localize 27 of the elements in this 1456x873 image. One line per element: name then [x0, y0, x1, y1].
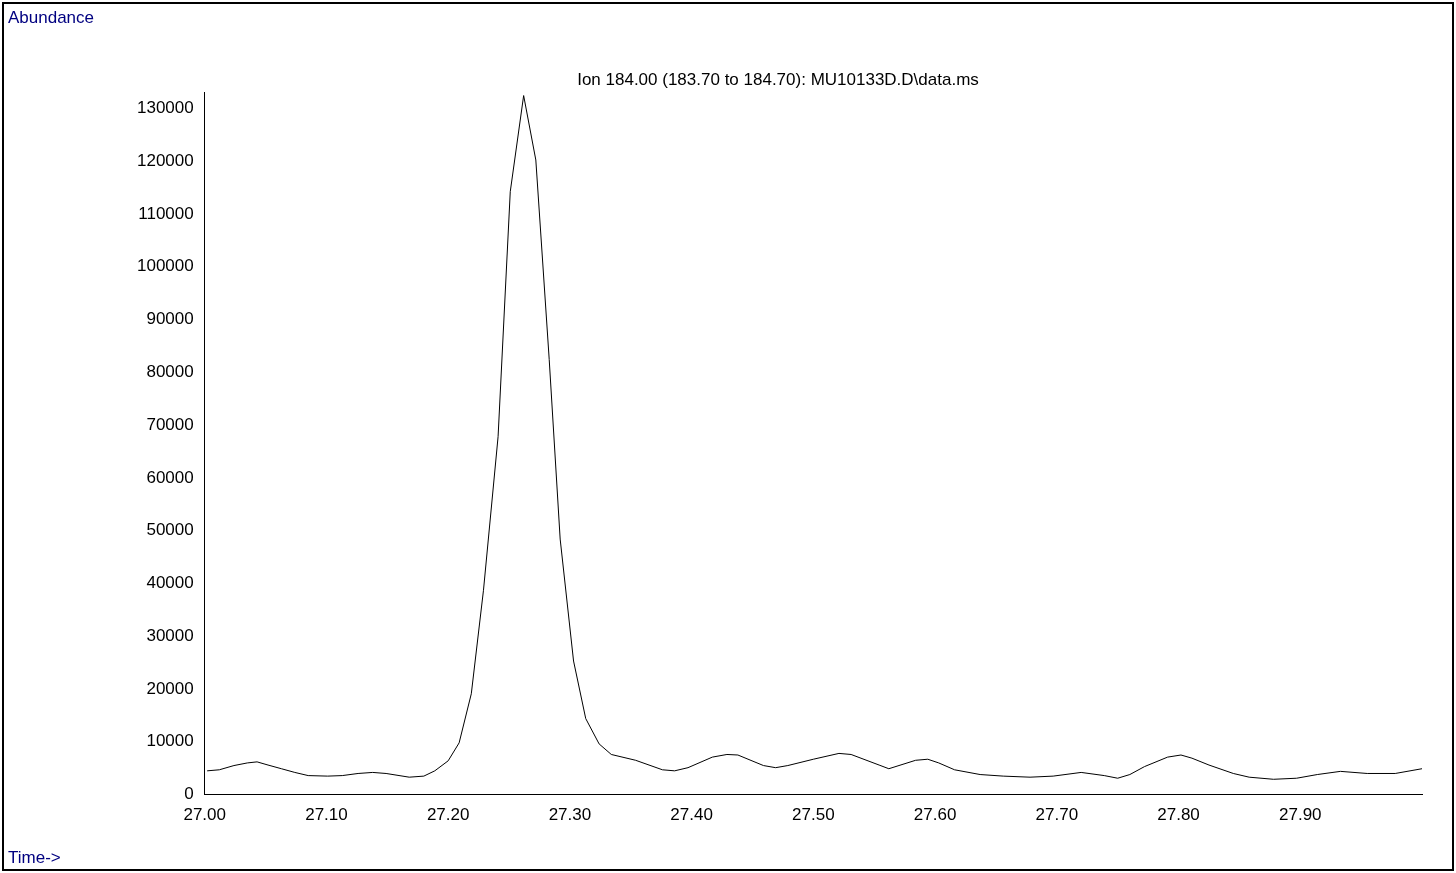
- y-tick-label: 10000: [146, 731, 194, 751]
- y-tick-label: 50000: [146, 520, 194, 540]
- x-tick-label: 27.30: [548, 805, 592, 825]
- y-tick-label: 20000: [146, 678, 194, 698]
- y-tick-label: 40000: [146, 573, 194, 593]
- x-tick-label: 27.90: [1279, 805, 1322, 825]
- y-tick-label: 110000: [138, 203, 194, 223]
- x-axis-title: Time->: [8, 848, 61, 868]
- x-tick-label: 27.80: [1157, 805, 1200, 825]
- y-tick-label: 120000: [136, 150, 194, 170]
- y-tick-label: 130000: [136, 97, 194, 117]
- y-tick-label: 60000: [146, 467, 194, 487]
- y-tick-label: 90000: [146, 309, 194, 329]
- x-tick-label: 27.10: [305, 805, 348, 825]
- x-tick-label: 27.00: [183, 805, 226, 825]
- x-tick-label: 27.70: [1035, 805, 1079, 825]
- x-tick-label: 27.60: [913, 805, 957, 825]
- y-tick-label: 0: [184, 784, 194, 804]
- x-tick-label: 27.50: [792, 805, 835, 825]
- x-tick-label: 27.40: [670, 805, 713, 825]
- chart-title: Ion 184.00 (183.70 to 184.70): MU10133D.D\data.ms: [577, 69, 979, 89]
- x-tick-label: 27.20: [426, 805, 470, 825]
- y-tick-label: 100000: [136, 256, 194, 276]
- y-axis-title: Abundance: [8, 8, 95, 28]
- y-tick-label: 80000: [146, 361, 194, 381]
- y-tick-label: 30000: [146, 625, 194, 645]
- y-tick-label: 70000: [146, 414, 194, 434]
